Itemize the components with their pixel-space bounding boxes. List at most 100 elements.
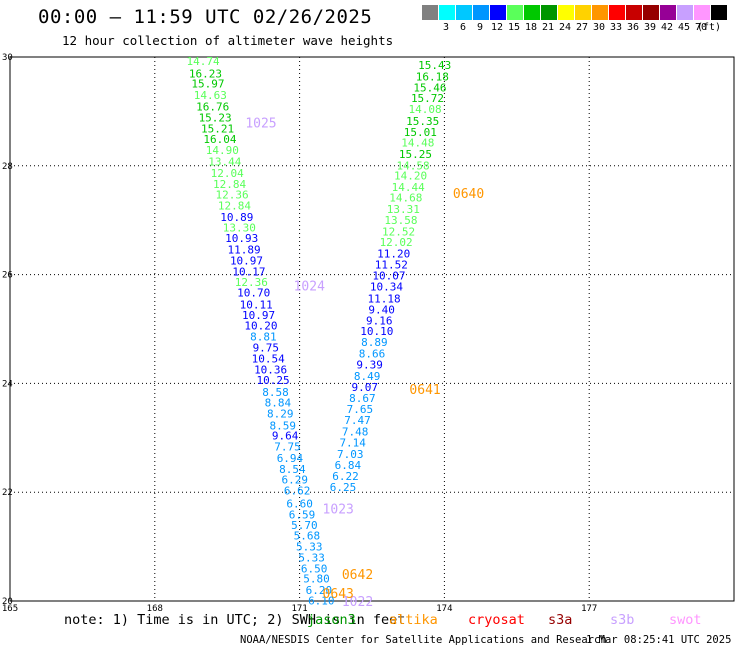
legend-swatch — [541, 5, 557, 20]
wave-height-label: 8.84 — [265, 396, 292, 409]
wave-height-label: 10.20 — [244, 320, 277, 333]
wave-height-label: 6.10 — [308, 594, 335, 607]
legend-swatch — [592, 5, 608, 20]
wave-height-label: 10.89 — [220, 211, 253, 224]
wave-height-label: 6.22 — [332, 470, 359, 483]
legend-label: 27 — [576, 22, 589, 33]
wave-height-label: 9.39 — [356, 358, 383, 371]
legend-unit: (ft) — [697, 22, 722, 33]
legend-swatch — [609, 5, 625, 20]
pass-time-label: 1024 — [294, 279, 325, 294]
satellite-name: jason3 — [307, 612, 356, 628]
wave-height-label: 9.16 — [366, 314, 393, 327]
wave-height-label: 15.35 — [406, 115, 439, 128]
wave-height-label: 6.25 — [330, 481, 357, 494]
wave-height-label: 8.81 — [250, 331, 277, 344]
legend-label: 33 — [610, 22, 623, 33]
wave-height-label: 7.47 — [344, 414, 371, 427]
pass-time-label: 0640 — [453, 187, 484, 202]
legend-swatch — [711, 5, 727, 20]
legend-swatch — [558, 5, 574, 20]
wave-height-label: 16.04 — [203, 133, 236, 146]
wave-height-label: 14.48 — [401, 136, 434, 149]
wave-height-label: 6.62 — [284, 485, 311, 498]
wave-height-label: 14.90 — [206, 144, 239, 157]
legend-swatch — [660, 5, 676, 20]
wave-height-label: 15.97 — [191, 78, 224, 91]
map-title: 00:00 – 11:59 UTC 02/26/2025 — [38, 6, 373, 28]
wave-height-label: 8.66 — [359, 347, 386, 360]
wave-height-label: 10.07 — [372, 270, 405, 283]
wave-height-label: 11.89 — [228, 244, 261, 257]
wave-height-label: 14.20 — [394, 170, 427, 183]
legend-swatch — [473, 5, 489, 20]
wave-height-label: 14.63 — [194, 89, 227, 102]
wave-height-label: 8.58 — [262, 386, 289, 399]
wave-height-label: 13.58 — [384, 214, 417, 227]
wave-height-label: 7.65 — [347, 403, 374, 416]
wave-height-label: 13.44 — [208, 155, 241, 168]
legend-label: 24 — [559, 22, 572, 33]
wave-height-label: 16.76 — [196, 101, 229, 114]
wave-height-label: 12.52 — [382, 226, 415, 239]
wave-height-label: 8.54 — [279, 463, 306, 476]
wave-height-label: 12.84 — [218, 200, 251, 213]
x-tick-label: 171 — [291, 604, 307, 614]
x-tick-label: 174 — [436, 604, 452, 614]
satellite-name: altika — [389, 612, 438, 628]
wave-height-label: 10.36 — [254, 363, 287, 376]
wave-height-label: 6.59 — [289, 509, 316, 522]
x-tick-label: 177 — [581, 604, 597, 614]
wave-height-label: 8.49 — [354, 370, 381, 383]
wave-height-label: 14.68 — [389, 191, 422, 204]
legend-label: 18 — [525, 22, 538, 33]
wave-height-label: 15.25 — [399, 148, 432, 161]
wave-height-label: 14.44 — [392, 181, 425, 194]
y-tick-label: 24 — [2, 379, 13, 389]
wave-height-label: 9.07 — [352, 381, 379, 394]
y-tick-label: 30 — [2, 53, 13, 63]
satellite-name: cryosat — [468, 612, 525, 628]
wave-height-label: 9.40 — [368, 303, 395, 316]
wave-height-label: 5.68 — [294, 530, 321, 543]
wave-height-label: 13.31 — [387, 203, 420, 216]
legend-swatch — [456, 5, 472, 20]
wave-height-label: 16.23 — [189, 67, 222, 80]
legend-label: 70 — [695, 22, 708, 33]
y-tick-label: 22 — [2, 488, 13, 498]
wave-height-label: 6.29 — [282, 474, 309, 487]
generated-timestamp: 1 Mar 08:25:41 UTC 2025 — [586, 634, 732, 646]
pass-time-label: 1022 — [342, 595, 373, 610]
wave-height-label: 6.50 — [301, 562, 328, 575]
wave-height-label: 8.89 — [361, 336, 388, 349]
credit-line: NOAA/NESDIS Center for Satellite Applica… — [240, 634, 607, 646]
legend-swatch — [490, 5, 506, 20]
wave-height-label: 5.80 — [303, 573, 330, 586]
wave-height-label: 12.84 — [213, 178, 246, 191]
pass-time-label: 1025 — [245, 116, 276, 131]
wave-height-label: 7.48 — [342, 425, 369, 438]
y-tick-label: 28 — [2, 162, 13, 172]
satellite-name: s3a — [548, 612, 573, 628]
satellite-name: swot — [669, 612, 702, 628]
legend-swatch — [677, 5, 693, 20]
wave-height-label: 12.04 — [211, 167, 244, 180]
pass-time-label: 1023 — [323, 503, 354, 518]
satellite-name: s3b — [610, 612, 635, 628]
legend-swatch — [439, 5, 455, 20]
legend-label: 45 — [678, 22, 691, 33]
wave-height-label: 6.20 — [306, 584, 333, 597]
legend-label: 36 — [627, 22, 640, 33]
legend-label: 6 — [460, 22, 467, 33]
pass-time-label: 0643 — [323, 587, 354, 602]
wave-height-label: 10.10 — [360, 325, 393, 338]
wave-height-label: 15.43 — [418, 59, 451, 72]
legend-swatch — [575, 5, 591, 20]
wave-height-label: 10.97 — [242, 309, 275, 322]
wave-height-label: 10.11 — [240, 299, 273, 312]
wave-height-label: 9.64 — [272, 430, 299, 443]
legend-label: 3 — [443, 22, 450, 33]
legend-label: 21 — [542, 22, 555, 33]
y-tick-label: 20 — [2, 597, 13, 607]
map-frame — [9, 56, 735, 602]
